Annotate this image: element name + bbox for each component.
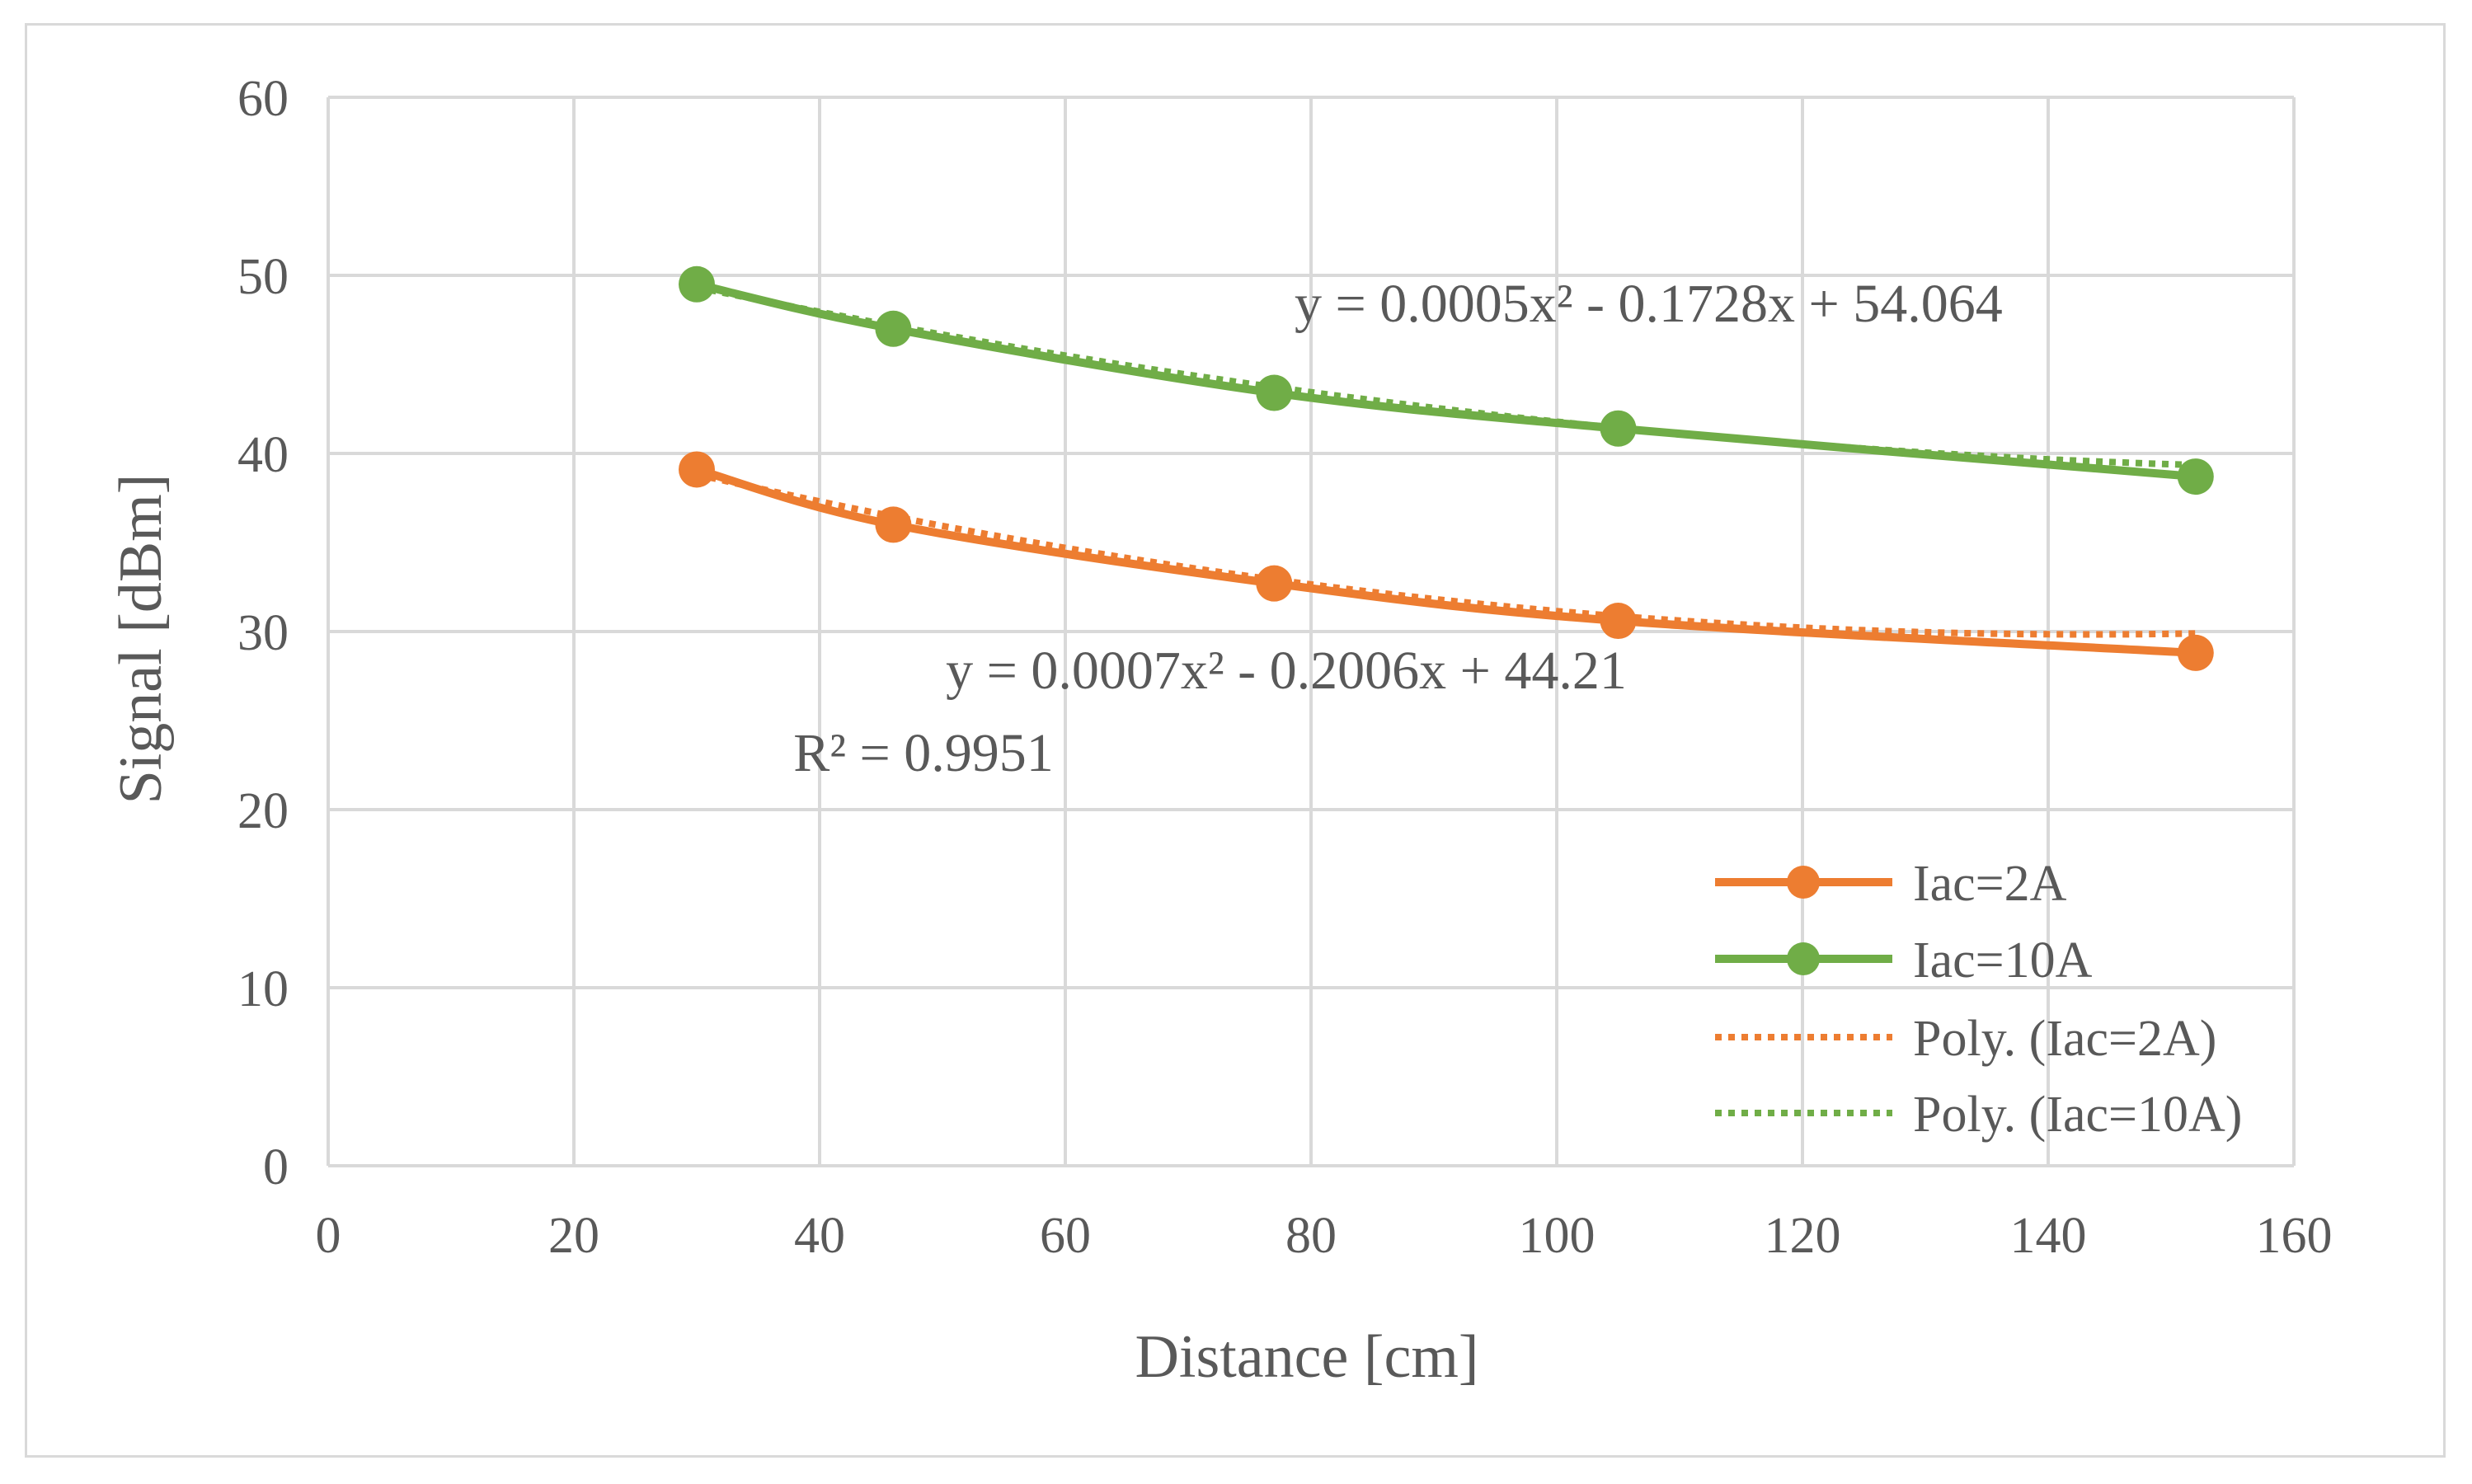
x-tick-label: 120 xyxy=(1765,1208,1841,1264)
y-tick-label: 60 xyxy=(237,71,289,127)
x-tick-label: 60 xyxy=(1040,1208,1091,1264)
x-tick-label: 140 xyxy=(2010,1208,2087,1264)
y-tick-label: 0 xyxy=(263,1139,289,1195)
data-point-iac-2a xyxy=(1256,565,1293,602)
data-point-iac-10a xyxy=(1600,410,1637,447)
data-point-iac-2a xyxy=(1600,603,1637,640)
gridlines xyxy=(327,96,2296,1167)
x-tick-label: 40 xyxy=(794,1208,845,1264)
trendline-iac-2a xyxy=(696,471,2196,638)
data-point-iac-10a xyxy=(1256,374,1293,411)
data-point-iac-2a xyxy=(2177,634,2214,671)
data-point-iac-2a xyxy=(875,506,912,543)
data-point-iac-2a xyxy=(679,451,715,488)
x-tick-label: 100 xyxy=(1519,1208,1596,1264)
legend-label-poly-2a: Poly. (Iac=2A) xyxy=(1913,1011,2216,1067)
chart-frame xyxy=(25,23,2446,1458)
series-line-iac-2a xyxy=(695,465,2197,657)
series-line-iac-10a xyxy=(695,279,2197,481)
axes: 0 10 20 30 40 50 60 0 20 40 60 80 100 120 140 160 xyxy=(237,71,2333,1264)
data-point-iac-10a xyxy=(679,265,715,303)
legend-label-poly-10a: Poly. (Iac=10A) xyxy=(1913,1087,2242,1143)
y-tick-label: 40 xyxy=(237,427,289,483)
x-tick-label: 80 xyxy=(1285,1208,1337,1264)
legend-label-iac-10a: Iac=10A xyxy=(1913,932,2093,989)
legend-marker-iac-2a xyxy=(1787,866,1820,899)
x-tick-label: 0 xyxy=(316,1208,341,1264)
trendline-equation-2a: y = 0.0007x² - 0.2006x + 44.21 xyxy=(946,641,1627,701)
trendline-r2-2a: R² = 0.9951 xyxy=(793,723,1054,783)
x-axis-title: Distance [cm] xyxy=(1135,1323,1478,1391)
y-tick-label: 10 xyxy=(237,961,289,1017)
y-tick-label: 20 xyxy=(237,783,289,839)
series xyxy=(679,265,2214,671)
x-tick-label: 160 xyxy=(2256,1208,2333,1264)
x-tick-label: 20 xyxy=(548,1208,599,1264)
legend-label-iac-2a: Iac=2A xyxy=(1913,856,2067,912)
y-tick-label: 30 xyxy=(237,605,289,661)
data-point-iac-10a xyxy=(875,310,912,347)
legend-marker-iac-10a xyxy=(1787,942,1820,975)
y-axis-title: Signal [dBm] xyxy=(107,474,175,805)
legend: Iac=2A Iac=10A Poly. (Iac=2A) Poly. (Iac… xyxy=(1715,856,2242,1143)
trendline-equation-10a: y = 0.0005x² - 0.1728x + 54.064 xyxy=(1295,274,2003,334)
data-point-iac-10a xyxy=(2177,458,2214,495)
y-tick-label: 50 xyxy=(237,249,289,305)
